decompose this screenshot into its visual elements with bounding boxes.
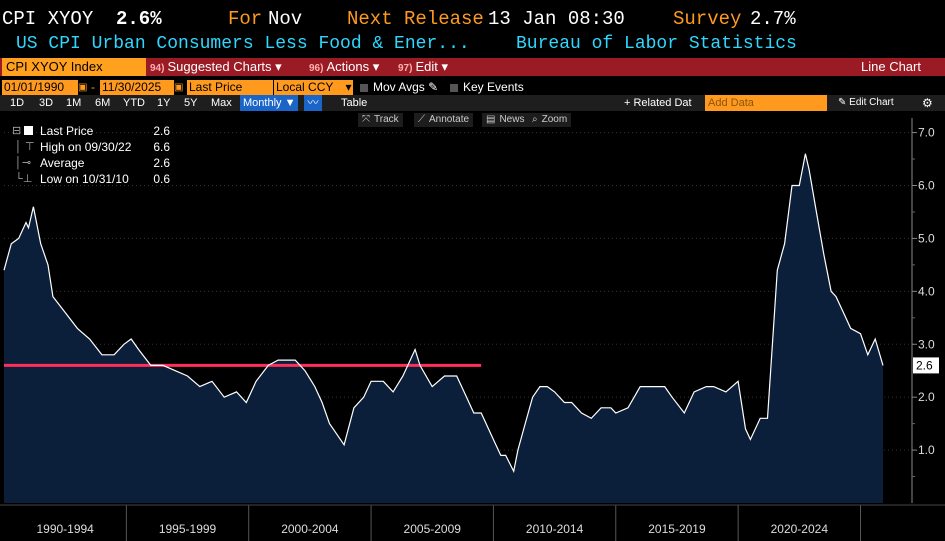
checkbox-icon[interactable]: [450, 83, 458, 92]
period-label: For: [228, 8, 263, 30]
news-tool[interactable]: ▤ News: [482, 113, 529, 127]
y-tick-label: 1.0: [918, 443, 935, 457]
pencil-icon[interactable]: ✎: [428, 80, 439, 94]
chart-type-label[interactable]: Line Chart: [861, 59, 921, 74]
ticker: CPI XYOY: [2, 8, 94, 30]
suggested-charts-menu[interactable]: 94) Suggested Charts ▾: [150, 59, 282, 74]
x-tick-label: 2020-2024: [771, 522, 829, 536]
zoom-tool[interactable]: ⌕ Zoom: [528, 113, 572, 127]
x-tick-label: 1995-1999: [159, 522, 217, 536]
edit-chart-button[interactable]: ✎ Edit Chart: [838, 97, 894, 108]
series-description: US CPI Urban Consumers Less Food & Ener.…: [16, 34, 470, 54]
frequency-select[interactable]: Monthly ▼: [240, 95, 299, 111]
legend-square-icon: ⊟: [12, 123, 34, 139]
next-release-value: 13 Jan 08:30: [488, 8, 625, 30]
period-1m[interactable]: 1M: [66, 97, 82, 109]
y-tick-label: 6.0: [918, 179, 935, 193]
period-ytd[interactable]: YTD: [123, 97, 145, 109]
data-source: Bureau of Labor Statistics: [516, 34, 797, 54]
high-marker-icon: │ ⊤: [12, 141, 35, 153]
period-6m[interactable]: 6M: [95, 97, 111, 109]
survey-value: 2.7%: [750, 8, 796, 30]
x-tick-label: 2000-2004: [281, 522, 339, 536]
last-price-label: 2.6: [916, 358, 933, 372]
y-tick-label: 4.0: [918, 284, 935, 298]
x-tick-label: 2010-2014: [526, 522, 584, 536]
period-3d[interactable]: 3D: [39, 97, 54, 109]
calendar-icon[interactable]: ▣: [78, 82, 88, 93]
caret-down-icon: ▾: [372, 59, 380, 74]
legend[interactable]: ⊟ Last Price 2.6 │ ⊤ High on 09/30/22 6.…: [10, 123, 178, 187]
legend-row-last[interactable]: ⊟ Last Price 2.6: [12, 123, 170, 139]
period-max[interactable]: Max: [211, 97, 232, 109]
series-line: [3, 153, 884, 474]
survey-label: Survey: [673, 8, 742, 30]
legend-row-high[interactable]: │ ⊤ High on 09/30/22 6.6: [12, 140, 170, 154]
x-tick-label: 2015-2019: [648, 522, 706, 536]
track-tool[interactable]: ⤧ Track: [358, 113, 403, 127]
related-data-button[interactable]: + Related Dat: [624, 97, 692, 109]
end-date-input[interactable]: 11/30/2025: [100, 80, 174, 95]
last-value: 2.6%: [116, 8, 162, 30]
edit-menu[interactable]: 97) Edit ▾: [398, 59, 449, 74]
security-input[interactable]: CPI XYOY Index: [2, 58, 146, 76]
period-1y[interactable]: 1Y: [157, 97, 171, 109]
period-1d[interactable]: 1D: [10, 97, 25, 109]
gear-icon[interactable]: ⚙: [922, 96, 933, 110]
x-tick-label: 2005-2009: [404, 522, 462, 536]
actions-menu[interactable]: 96) Actions ▾: [309, 59, 380, 74]
currency-select[interactable]: Local CCY: [274, 80, 348, 95]
caret-down-icon[interactable]: ▾: [344, 80, 353, 95]
period-5y[interactable]: 5Y: [184, 97, 198, 109]
average-marker-icon: │⊸: [12, 157, 32, 169]
field-select[interactable]: Last Price: [187, 80, 273, 95]
x-tick-label: 1990-1994: [36, 522, 94, 536]
period-value: Nov: [268, 8, 303, 30]
caret-down-icon: ▾: [275, 59, 282, 74]
annotate-tool[interactable]: ⟋ Annotate: [414, 113, 474, 127]
caret-down-icon: ▾: [441, 59, 449, 74]
series-area-fill: [4, 153, 883, 504]
mov-avgs-toggle[interactable]: Mov Avgs ✎: [360, 80, 438, 95]
calendar-icon[interactable]: ▣: [174, 82, 184, 93]
chart-style-icon[interactable]: 〰: [304, 95, 322, 111]
low-marker-icon: └⊥: [12, 173, 33, 185]
y-tick-label: 2.0: [918, 390, 935, 404]
add-data-input[interactable]: Add Data: [705, 95, 827, 111]
y-tick-label: 7.0: [918, 126, 935, 140]
next-release-label: Next Release: [347, 8, 484, 30]
start-date-input[interactable]: 01/01/1990: [2, 80, 78, 95]
last-price-tag: [913, 357, 939, 374]
y-tick-label: 5.0: [918, 231, 935, 245]
legend-row-average[interactable]: │⊸ Average 2.6: [12, 156, 170, 170]
key-events-toggle[interactable]: Key Events: [450, 80, 524, 95]
table-button[interactable]: Table: [341, 97, 368, 109]
y-tick-label: 3.0: [918, 337, 935, 351]
date-separator: -: [91, 80, 95, 94]
checkbox-icon[interactable]: [360, 83, 368, 92]
legend-row-low[interactable]: └⊥ Low on 10/31/10 0.6: [12, 172, 170, 186]
